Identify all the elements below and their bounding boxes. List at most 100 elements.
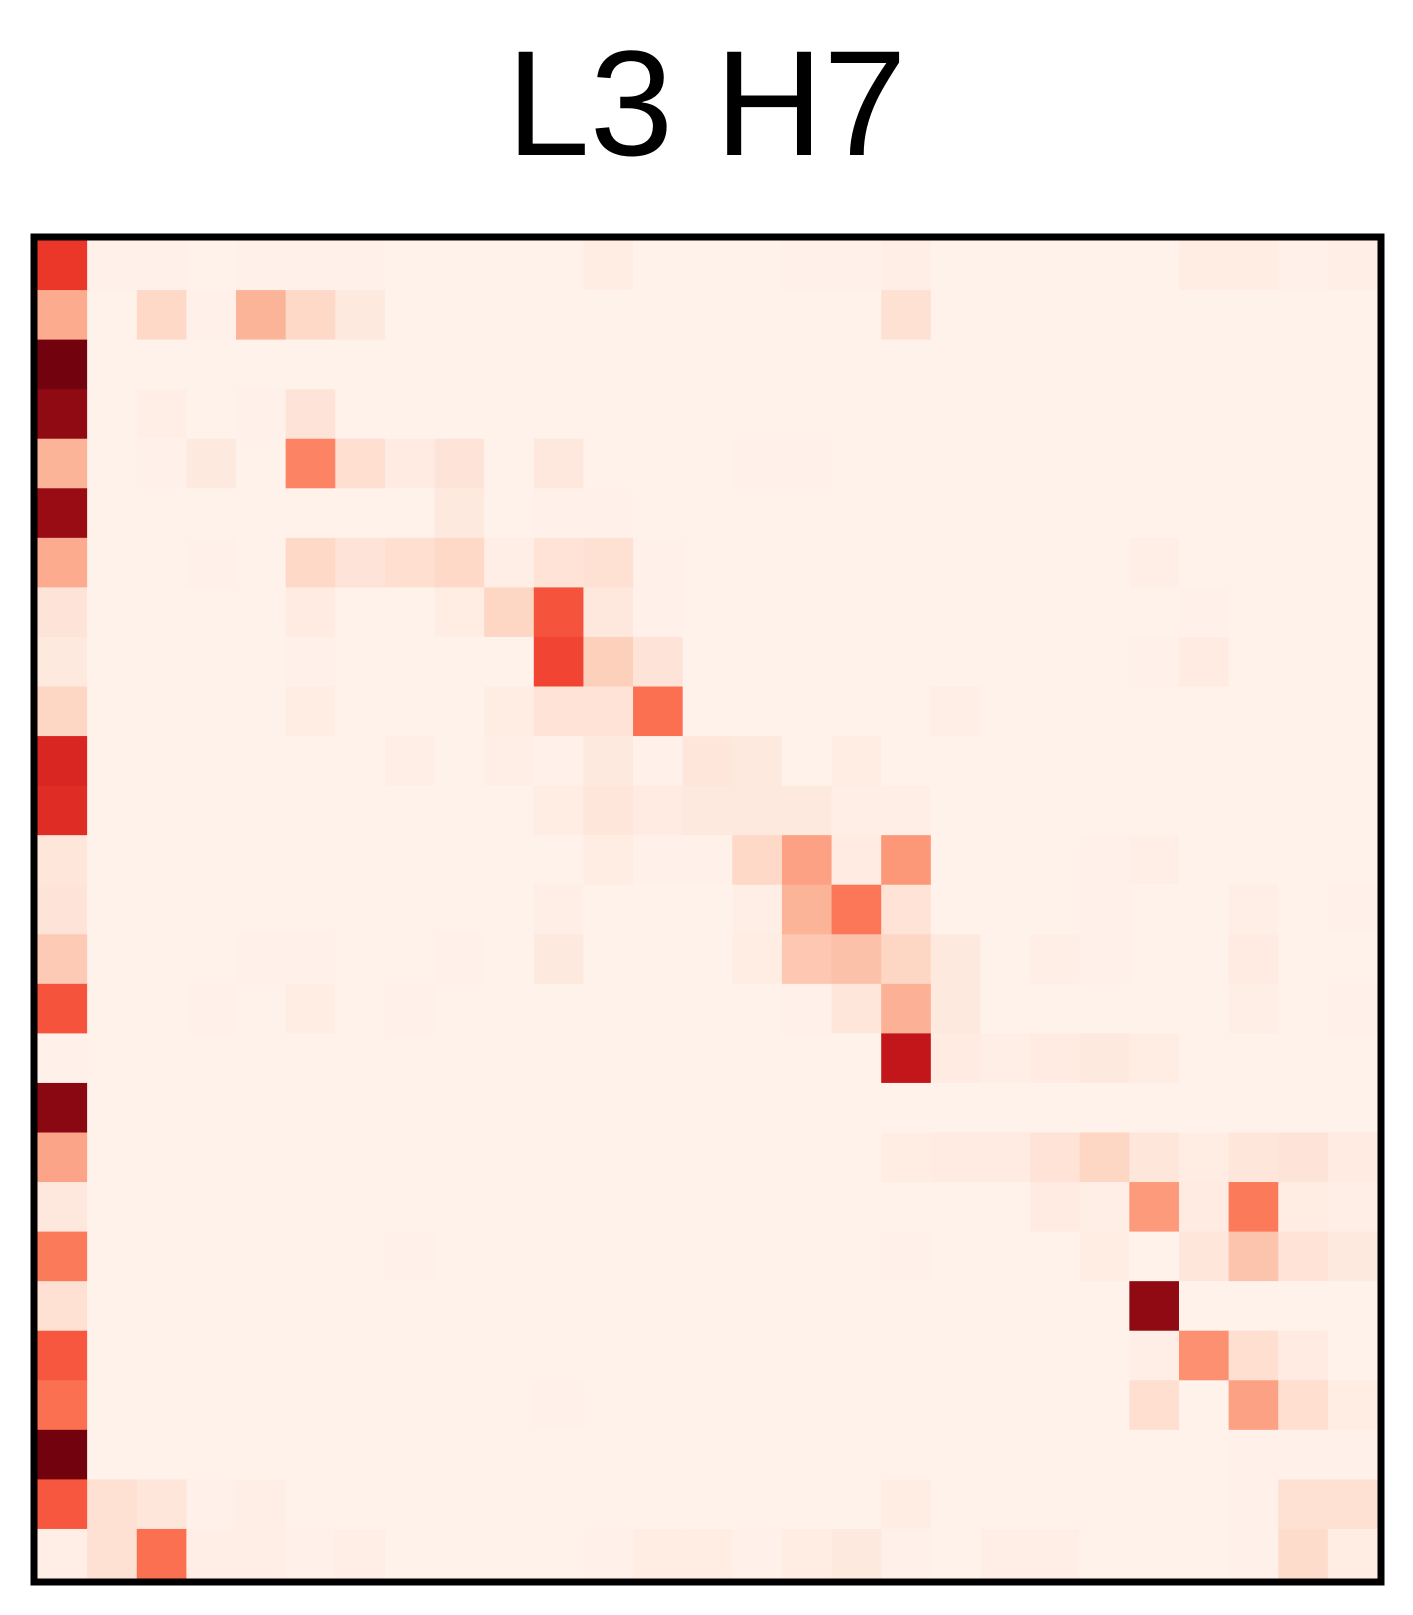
heatmap-cell-r8-c8 bbox=[434, 636, 485, 688]
heatmap-cell-r10-c7 bbox=[384, 736, 436, 787]
heatmap-cell-r21-c13 bbox=[682, 1281, 733, 1332]
heatmap-cell-r9-c5 bbox=[285, 686, 336, 737]
heatmap-cell-r22-c10 bbox=[533, 1330, 585, 1381]
heatmap-cell-r21-c21 bbox=[1079, 1281, 1130, 1332]
heatmap-cell-r0-c14 bbox=[732, 240, 783, 291]
heatmap-cell-r26-c4 bbox=[236, 1528, 287, 1580]
heatmap-cell-r8-c1 bbox=[87, 636, 138, 688]
heatmap-cell-r13-c3 bbox=[186, 884, 237, 935]
heatmap-cell-r12-c1 bbox=[87, 835, 138, 886]
heatmap-cell-r17-c22 bbox=[1129, 1082, 1180, 1134]
heatmap-cell-r21-c16 bbox=[831, 1281, 882, 1332]
heatmap-cell-r14-c19 bbox=[980, 934, 1031, 985]
heatmap-cell-r11-c15 bbox=[781, 785, 833, 836]
heatmap-cell-r23-c11 bbox=[583, 1380, 634, 1431]
heatmap-cell-r21-c26 bbox=[1327, 1281, 1379, 1332]
heatmap-cell-r3-c18 bbox=[930, 389, 982, 440]
heatmap-cell-r7-c10 bbox=[533, 587, 585, 638]
heatmap-cell-r24-c25 bbox=[1278, 1429, 1329, 1480]
heatmap-cell-r18-c16 bbox=[831, 1132, 882, 1183]
heatmap-cell-r20-c0 bbox=[37, 1231, 88, 1282]
heatmap-cell-r6-c26 bbox=[1327, 537, 1379, 588]
heatmap-cell-r9-c22 bbox=[1129, 686, 1180, 737]
heatmap-cell-r17-c6 bbox=[335, 1082, 386, 1134]
heatmap-cell-r25-c8 bbox=[434, 1479, 485, 1530]
heatmap-cell-r10-c11 bbox=[583, 736, 634, 787]
heatmap-cell-r22-c7 bbox=[384, 1330, 436, 1381]
heatmap-cell-r5-c21 bbox=[1079, 488, 1130, 539]
heatmap-cell-r18-c2 bbox=[136, 1132, 187, 1183]
heatmap-cell-r6-c20 bbox=[1030, 537, 1081, 588]
heatmap-cell-r7-c0 bbox=[37, 587, 88, 638]
heatmap-cell-r0-c17 bbox=[881, 240, 932, 291]
heatmap-cell-r15-c23 bbox=[1178, 983, 1230, 1034]
heatmap-cell-r10-c9 bbox=[484, 736, 535, 787]
heatmap-cell-r22-c5 bbox=[285, 1330, 336, 1381]
heatmap-cell-r12-c16 bbox=[831, 835, 882, 886]
heatmap-cell-r26-c19 bbox=[980, 1528, 1031, 1580]
heatmap-cell-r19-c20 bbox=[1030, 1182, 1081, 1233]
heatmap-cell-r15-c1 bbox=[87, 983, 138, 1034]
heatmap-cell-r25-c6 bbox=[335, 1479, 386, 1530]
heatmap-cell-r10-c1 bbox=[87, 736, 138, 787]
heatmap-cell-r13-c9 bbox=[484, 884, 535, 935]
heatmap-cell-r11-c1 bbox=[87, 785, 138, 836]
heatmap-cell-r11-c13 bbox=[682, 785, 733, 836]
heatmap-cell-r23-c21 bbox=[1079, 1380, 1130, 1431]
heatmap-cell-r21-c4 bbox=[236, 1281, 287, 1332]
heatmap-cell-r3-c1 bbox=[87, 389, 138, 440]
heatmap-cell-r10-c22 bbox=[1129, 736, 1180, 787]
heatmap-cell-r4-c19 bbox=[980, 438, 1031, 489]
heatmap-cell-r1-c10 bbox=[533, 290, 585, 341]
heatmap-cell-r4-c22 bbox=[1129, 438, 1180, 489]
heatmap-cell-r17-c1 bbox=[87, 1082, 138, 1134]
heatmap-cell-r5-c16 bbox=[831, 488, 882, 539]
heatmap-cell-r9-c19 bbox=[980, 686, 1031, 737]
heatmap-cell-r4-c26 bbox=[1327, 438, 1379, 489]
heatmap-cell-r22-c12 bbox=[633, 1330, 684, 1381]
heatmap-cell-r11-c12 bbox=[633, 785, 684, 836]
heatmap-cell-r5-c8 bbox=[434, 488, 485, 539]
heatmap-cell-r8-c23 bbox=[1178, 636, 1230, 688]
heatmap-cell-r18-c9 bbox=[484, 1132, 535, 1183]
heatmap-cell-r6-c22 bbox=[1129, 537, 1180, 588]
heatmap-cell-r5-c23 bbox=[1178, 488, 1230, 539]
heatmap-cell-r11-c0 bbox=[37, 785, 88, 836]
heatmap-cell-r4-c6 bbox=[335, 438, 386, 489]
heatmap-cell-r25-c1 bbox=[87, 1479, 138, 1530]
heatmap-cell-r6-c6 bbox=[335, 537, 386, 588]
heatmap-cell-r15-c26 bbox=[1327, 983, 1379, 1034]
heatmap-cell-r24-c7 bbox=[384, 1429, 436, 1480]
heatmap-cell-r1-c19 bbox=[980, 290, 1031, 341]
heatmap-cell-r24-c23 bbox=[1178, 1429, 1230, 1480]
heatmap-cell-r7-c5 bbox=[285, 587, 336, 638]
heatmap-cell-r14-c24 bbox=[1228, 934, 1279, 985]
heatmap-cell-r8-c13 bbox=[682, 636, 733, 688]
heatmap-cell-r6-c1 bbox=[87, 537, 138, 588]
heatmap-cell-r10-c16 bbox=[831, 736, 882, 787]
heatmap-cell-r18-c3 bbox=[186, 1132, 237, 1183]
heatmap-cell-r21-c19 bbox=[980, 1281, 1031, 1332]
heatmap-cell-r15-c20 bbox=[1030, 983, 1081, 1034]
heatmap-cell-r10-c19 bbox=[980, 736, 1031, 787]
heatmap-cell-r5-c12 bbox=[633, 488, 684, 539]
heatmap-cell-r26-c23 bbox=[1178, 1528, 1230, 1580]
heatmap-cell-r21-c23 bbox=[1178, 1281, 1230, 1332]
heatmap-cell-r15-c9 bbox=[484, 983, 535, 1034]
heatmap-cell-r0-c2 bbox=[136, 240, 187, 291]
heatmap-cell-r25-c5 bbox=[285, 1479, 336, 1530]
heatmap-cell-r1-c0 bbox=[37, 290, 88, 341]
heatmap-cell-r25-c15 bbox=[781, 1479, 833, 1530]
heatmap-cell-r17-c15 bbox=[781, 1082, 833, 1134]
heatmap-cell-r17-c4 bbox=[236, 1082, 287, 1134]
heatmap-cell-r14-c25 bbox=[1278, 934, 1329, 985]
heatmap-cell-r16-c24 bbox=[1228, 1033, 1279, 1084]
heatmap-cell-r22-c24 bbox=[1228, 1330, 1279, 1381]
heatmap-cell-r0-c26 bbox=[1327, 240, 1379, 291]
heatmap-cell-r9-c7 bbox=[384, 686, 436, 737]
heatmap-cell-r3-c10 bbox=[533, 389, 585, 440]
heatmap-cell-r19-c0 bbox=[37, 1182, 88, 1233]
heatmap-cell-r25-c9 bbox=[484, 1479, 535, 1530]
heatmap-cell-r2-c7 bbox=[384, 339, 436, 390]
heatmap-cell-r23-c12 bbox=[633, 1380, 684, 1431]
